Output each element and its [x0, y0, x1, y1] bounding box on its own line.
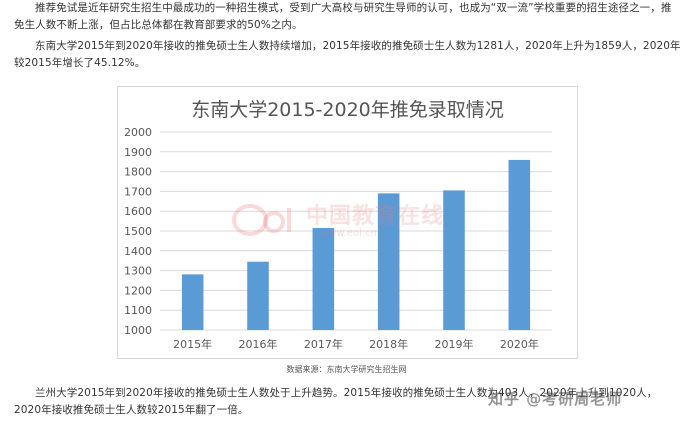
southeast-university-paragraph: 东南大学2015年到2020年接收的推免硕士生人数持续增加，2015年接收的推免… — [14, 40, 681, 69]
bar — [443, 190, 465, 330]
y-tick-label: 1600 — [124, 205, 152, 218]
y-tick-label: 1500 — [124, 225, 152, 238]
y-tick-label: 1800 — [124, 166, 152, 179]
y-tick-label: 1700 — [124, 185, 152, 198]
bar — [508, 159, 531, 330]
y-tick-label: 1000 — [124, 324, 152, 337]
x-tick-label: 2020年 — [500, 337, 539, 351]
bar — [312, 228, 335, 330]
y-tick-label: 1900 — [124, 146, 152, 159]
x-tick-label: 2016年 — [239, 337, 278, 351]
y-tick-label: 1100 — [124, 304, 152, 317]
intro-paragraph: 推荐免试是近年研究生招生中最成功的一种招生模式，受到广大高校与研究生导师的认可，… — [14, 2, 672, 31]
y-tick-label: 1300 — [124, 265, 152, 278]
y-tick-label: 1400 — [124, 245, 152, 258]
x-tick-label: 2017年 — [304, 337, 343, 351]
x-tick-label: 2018年 — [369, 337, 408, 351]
x-tick-label: 2019年 — [435, 337, 474, 351]
data-source-note: 数据来源：东南大学研究生招生网 — [286, 365, 407, 374]
bar — [181, 274, 204, 330]
chart-title: 东南大学2015-2020年推免录取情况 — [191, 99, 504, 121]
zhihu-watermark: 知乎 @考研周老师 — [488, 390, 623, 408]
bar — [247, 261, 269, 330]
x-tick-label: 2015年 — [173, 337, 212, 351]
bar — [377, 193, 400, 330]
lanzhou-university-paragraph: 兰州大学2015年到2020年接收的推免硕士生人数处于上升趋势。2015年接收的… — [14, 387, 658, 416]
y-tick-label: 1200 — [124, 284, 152, 297]
y-tick-label: 2000 — [124, 126, 152, 139]
